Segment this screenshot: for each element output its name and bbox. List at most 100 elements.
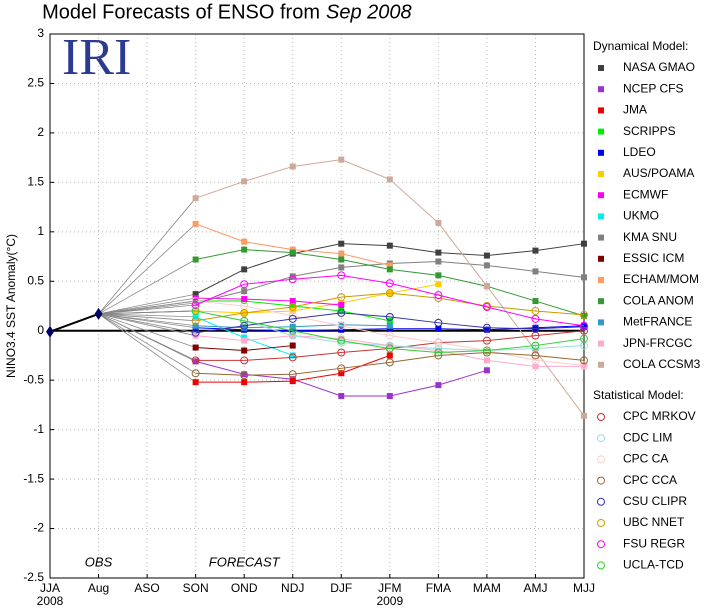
series-marker: [337, 336, 346, 345]
series-marker: [241, 296, 248, 303]
y-tick-label: -2: [33, 521, 44, 535]
series-marker: [289, 163, 296, 170]
series-marker: [288, 314, 297, 323]
series-marker: [385, 344, 394, 353]
series-marker: [337, 293, 346, 302]
series-marker: [288, 331, 297, 340]
series-marker: [337, 271, 346, 280]
series-marker: [435, 249, 442, 256]
legend-marker: [597, 561, 605, 570]
series-marker: [434, 351, 443, 360]
forecast-connector: [98, 313, 196, 348]
forecast-connector: [98, 197, 196, 315]
series-marker: [581, 312, 587, 319]
annotation: FORECAST: [209, 554, 281, 569]
series-marker: [531, 356, 540, 365]
legend-label: JPN-FRCGC: [623, 336, 693, 350]
legend-label: CDC LIM: [623, 430, 672, 444]
series-marker: [192, 291, 199, 298]
series-marker: [192, 358, 199, 365]
legend-marker: [597, 497, 605, 506]
observed-marker: [46, 325, 54, 338]
series-marker: [386, 266, 393, 273]
observed-marker: [94, 307, 103, 320]
legend-label: COLA CCSM3: [623, 357, 701, 371]
x-year-label: 2009: [376, 594, 403, 608]
x-tick-label: DJF: [330, 581, 352, 595]
series-marker: [581, 412, 587, 419]
series-line: [195, 351, 585, 376]
x-tick-label: NDJ: [281, 581, 304, 595]
series-marker: [532, 347, 539, 354]
legend-marker: [597, 519, 605, 527]
series-marker: [338, 321, 345, 328]
series-marker: [482, 323, 491, 332]
series-marker: [483, 283, 490, 290]
y-tick-label: 0.5: [27, 273, 44, 287]
series-marker: [435, 272, 442, 279]
forecast-connector: [98, 313, 196, 322]
series-marker: [435, 281, 442, 288]
series-marker: [289, 352, 296, 359]
series-marker: [192, 379, 199, 386]
legend-marker: [597, 476, 605, 485]
series-line: [195, 274, 585, 327]
series-marker: [241, 288, 248, 295]
series-marker: [386, 176, 393, 183]
series-marker: [338, 250, 345, 257]
observed-line: [49, 312, 99, 333]
forecast-connector: [98, 293, 196, 315]
series-marker: [338, 156, 345, 163]
legend-marker: [598, 319, 604, 326]
series-line: [195, 310, 585, 353]
series-marker: [483, 262, 490, 269]
series-marker: [240, 356, 249, 365]
series-marker: [581, 240, 587, 247]
series-marker: [338, 307, 345, 314]
series-marker: [288, 311, 297, 320]
series-marker: [192, 220, 199, 227]
y-tick-label: -0.5: [23, 372, 44, 386]
series-marker: [435, 382, 442, 389]
x-tick-label: MAM: [473, 581, 501, 595]
series-marker: [385, 312, 394, 321]
forecast-connector: [98, 304, 196, 315]
series-marker: [289, 273, 296, 280]
forecast-connector: [98, 313, 196, 374]
series-marker: [385, 341, 394, 350]
series-line: [195, 300, 585, 366]
series-marker: [581, 363, 587, 370]
series-marker: [241, 266, 248, 273]
y-tick-label: 2: [37, 125, 44, 139]
series-marker: [338, 302, 345, 309]
forecast-connector: [98, 313, 196, 318]
series-marker: [289, 342, 296, 349]
legend-label: MetFRANCE: [623, 315, 692, 329]
legend-label: ECHAM/MOM: [623, 272, 699, 286]
series-line: [195, 292, 585, 322]
series-line: [195, 312, 585, 334]
legend-label: ESSIC ICM: [623, 251, 684, 265]
series-marker: [288, 326, 297, 335]
legend-label: UKMO: [623, 209, 659, 223]
x-tick-label: SON: [183, 581, 209, 595]
x-tick-label: OND: [231, 581, 258, 595]
forecast-connector: [98, 223, 196, 315]
series-marker: [192, 332, 199, 339]
series-marker: [482, 302, 491, 311]
x-tick-label: AMJ: [523, 581, 547, 595]
series-line: [195, 335, 584, 367]
forecast-connector: [98, 313, 196, 383]
series-marker: [337, 364, 346, 373]
legend-label: FSU REGR: [623, 536, 685, 550]
series-marker: [386, 322, 393, 329]
y-axis-label: NINO3.4 SST Anomaly(°C): [4, 234, 18, 378]
series-marker: [192, 300, 199, 307]
series-marker: [192, 322, 199, 329]
series-marker: [241, 238, 248, 245]
legend-marker: [598, 277, 604, 283]
series-marker: [192, 344, 199, 351]
series-marker: [240, 321, 249, 330]
legend-marker: [598, 192, 604, 199]
series-marker: [385, 279, 394, 288]
